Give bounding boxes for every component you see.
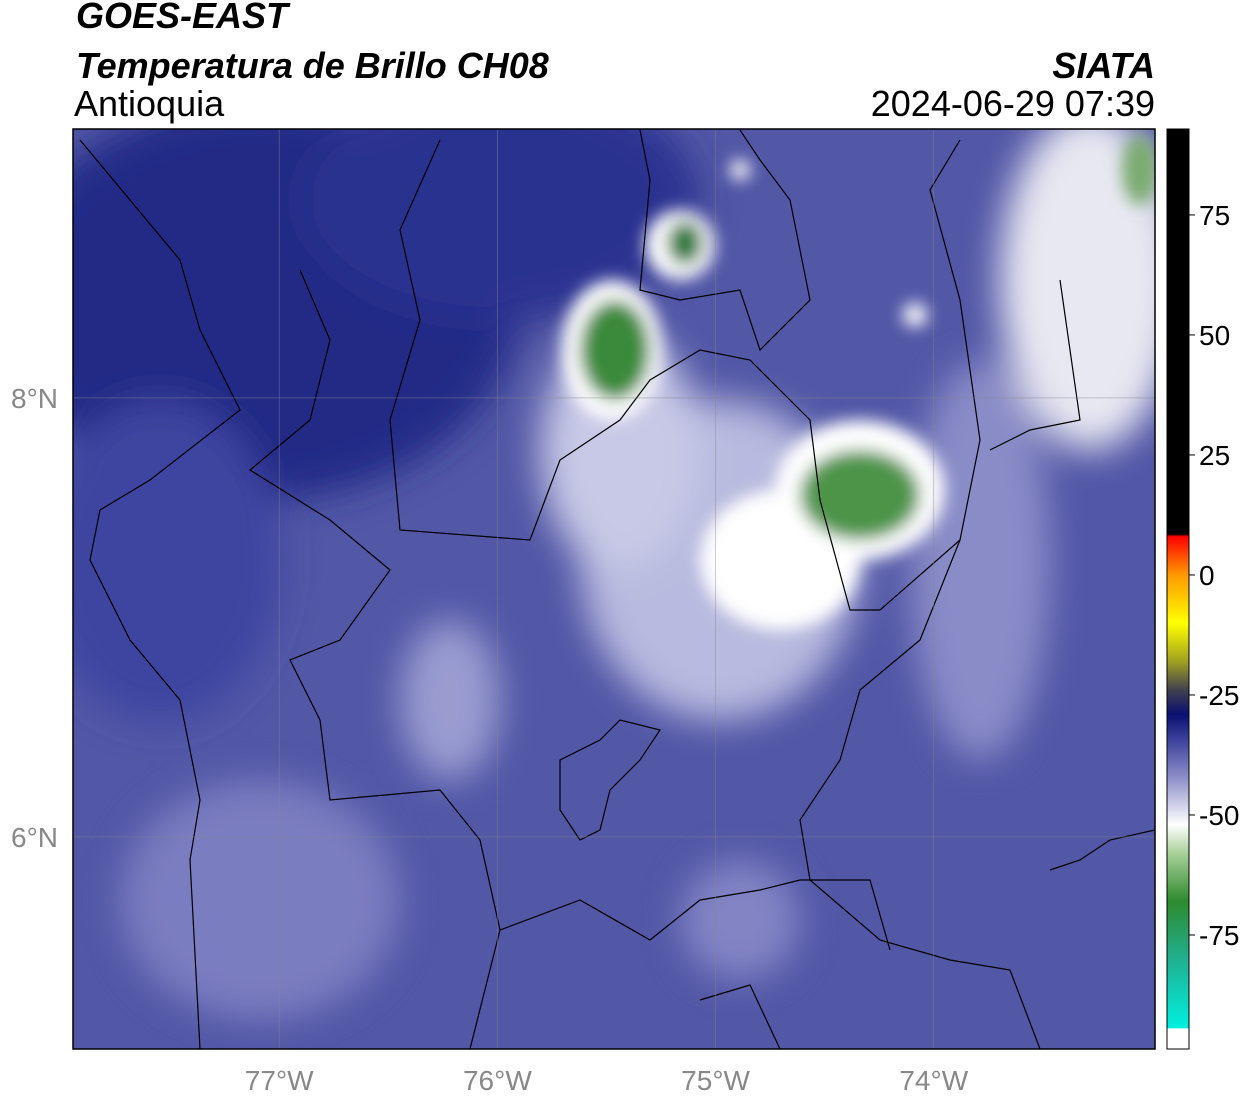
colorbar <box>1166 128 1190 1050</box>
datetime: 2024-06-29 07:39 <box>871 83 1155 124</box>
y-tick-label: 8°N <box>11 383 58 414</box>
x-tick-label: 77°W <box>245 1065 314 1096</box>
colorbar-tick-label: -50 <box>1199 800 1239 831</box>
colorbar-tick-label: 0 <box>1199 560 1215 591</box>
y-tick-label: 6°N <box>11 822 58 853</box>
source: SIATA <box>1052 45 1155 86</box>
colorbar-tick-label: 50 <box>1199 320 1230 351</box>
title: GOES-EAST <box>76 0 291 36</box>
colorbar-tick-label: -25 <box>1199 680 1239 711</box>
colorbar-tick-label: 25 <box>1199 440 1230 471</box>
map-frame <box>72 128 1156 1050</box>
colorbar-tick-label: 75 <box>1199 200 1230 231</box>
subtitle: Temperatura de Brillo CH08 <box>76 45 549 86</box>
region: Antioquia <box>74 83 225 124</box>
x-tick-label: 74°W <box>899 1065 968 1096</box>
satellite-image <box>73 129 1155 1049</box>
borders <box>79 129 1155 1049</box>
colorbar-tick-label: -75 <box>1199 920 1239 951</box>
x-tick-label: 75°W <box>681 1065 750 1096</box>
x-tick-label: 76°W <box>463 1065 532 1096</box>
